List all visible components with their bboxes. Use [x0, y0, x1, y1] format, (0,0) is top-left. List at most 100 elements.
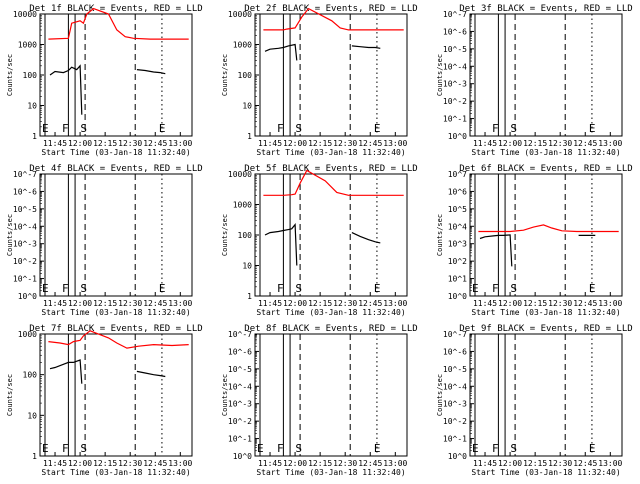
x-tick-label: 12:00 — [68, 459, 92, 468]
y-tick-label: 10^0 — [448, 132, 467, 141]
x-tick-label: 13:00 — [598, 459, 622, 468]
series-events-line — [49, 64, 83, 115]
x-tick-label: 12:00 — [283, 139, 307, 148]
series-lld-line — [48, 330, 189, 349]
plot-frame — [254, 173, 408, 297]
y-tick-label: 10000 — [228, 170, 252, 179]
marker-letter-e: E — [42, 282, 49, 295]
chart-title: Det 9f BLACK = Events, RED = LLD — [459, 324, 632, 334]
y-tick-label: 10^-3 — [443, 80, 467, 89]
series-events-line — [351, 232, 381, 244]
chart-panel-8: Det 8f BLACK = Events, RED = LLD 10^0 10^-… — [221, 324, 418, 477]
x-tick-label: 12:15 — [93, 299, 117, 308]
y-tick-label: 10^-3 — [13, 240, 37, 249]
y-tick-label: 10^0 — [18, 292, 37, 301]
y-tick-label: 10^3 — [448, 240, 467, 249]
plot-frame — [254, 13, 408, 137]
chart-panel-1: Det 1f BLACK = Events, RED = LLD 1 10 100 10… — [6, 4, 203, 157]
y-tick-label: 10^-6 — [443, 347, 467, 356]
chart-title: Det 5f BLACK = Events, RED = LLD — [244, 164, 417, 174]
y-axis-label: Counts/sec — [6, 374, 14, 416]
y-tick-label: 10^-2 — [228, 417, 252, 426]
y-tick-label: 100 — [238, 71, 253, 80]
x-tick-label: 11:45 — [258, 459, 282, 468]
y-tick-label: 10^-5 — [13, 205, 37, 214]
y-axis-label: Counts/sec — [6, 214, 14, 256]
x-tick-label: 12:00 — [498, 299, 522, 308]
y-tick-label: 10^1 — [448, 275, 467, 284]
marker-letter-f: F — [277, 122, 284, 135]
marker-letter-e: E — [374, 122, 381, 135]
series-events-line — [49, 359, 83, 384]
x-tick-label: 12:00 — [68, 299, 92, 308]
y-tick-label: 10^0 — [448, 292, 467, 301]
chart-panel-7: Det 7f BLACK = Events, RED = LLD 1 10 100 10… — [6, 324, 203, 477]
x-tick-label: 13:00 — [383, 139, 407, 148]
marker-letter-f: F — [277, 442, 284, 455]
y-tick-label: 10^-5 — [443, 365, 467, 374]
marker-letter-e: E — [257, 442, 264, 455]
y-tick-label: 1 — [32, 452, 37, 461]
plot-frame — [469, 333, 623, 457]
x-tick-label: 13:00 — [383, 299, 407, 308]
x-tick-label: 13:00 — [383, 459, 407, 468]
x-tick-label: 13:00 — [168, 299, 192, 308]
marker-letter-f: F — [62, 282, 69, 295]
x-tick-label: 11:45 — [43, 139, 67, 148]
y-tick-label: 100 — [238, 231, 253, 240]
marker-letter-e: E — [589, 442, 596, 455]
series-lld-line — [263, 169, 404, 196]
x-tick-label: 12:45 — [573, 139, 597, 148]
x-tick-label: 12:15 — [308, 139, 332, 148]
y-tick-label: 10^-4 — [13, 222, 37, 231]
y-tick-label: 10^0 — [448, 452, 467, 461]
x-tick-label: 12:45 — [358, 459, 382, 468]
y-axis-label: Counts/sec — [436, 214, 444, 256]
marker-letter-e: E — [374, 282, 381, 295]
series-events-line — [136, 370, 166, 378]
plot-frame — [254, 333, 408, 457]
y-tick-label: 10^-6 — [228, 347, 252, 356]
x-tick-label: 12:15 — [308, 459, 332, 468]
x-tick-label: 11:45 — [43, 299, 67, 308]
y-tick-label: 10 — [242, 262, 252, 271]
x-tick-label: 12:15 — [93, 139, 117, 148]
x-tick-label: 12:00 — [498, 459, 522, 468]
x-axis-label: Start Time (03-Jan-18 11:32:40) — [471, 148, 620, 157]
marker-letter-s: S — [80, 442, 87, 455]
chart-title: Det 1f BLACK = Events, RED = LLD — [29, 4, 202, 14]
x-tick-label: 12:00 — [498, 139, 522, 148]
x-tick-label: 11:45 — [258, 139, 282, 148]
y-tick-label: 10^-7 — [443, 10, 467, 19]
marker-letter-e: E — [589, 122, 596, 135]
series-lld-line — [48, 7, 189, 40]
chart-panel-6: Det 6f BLACK = Events, RED = LLD 10^0 10^1… — [436, 164, 633, 317]
series-lld-line — [478, 224, 619, 233]
marker-letter-f: F — [492, 122, 499, 135]
y-tick-label: 10^-1 — [228, 435, 252, 444]
y-tick-label: 1000 — [18, 41, 37, 50]
series-events-line — [264, 43, 298, 61]
marker-letter-e: E — [472, 282, 479, 295]
marker-letter-s: S — [510, 122, 517, 135]
y-tick-label: 10^7 — [448, 170, 467, 179]
x-tick-label: 13:00 — [598, 299, 622, 308]
x-axis-label: Start Time (03-Jan-18 11:32:40) — [256, 308, 405, 317]
x-axis-label: Start Time (03-Jan-18 11:32:40) — [471, 468, 620, 477]
x-tick-label: 13:00 — [598, 139, 622, 148]
chart-panel-3: Det 3f BLACK = Events, RED = LLD 10^0 10^-… — [436, 4, 633, 157]
y-tick-label: 10^-3 — [443, 400, 467, 409]
x-tick-label: 12:30 — [333, 139, 357, 148]
y-tick-label: 1 — [247, 132, 252, 141]
x-tick-label: 12:30 — [333, 299, 357, 308]
chart-title: Det 4f BLACK = Events, RED = LLD — [29, 164, 202, 174]
series-events-line — [351, 45, 381, 49]
y-tick-label: 1000 — [18, 330, 37, 339]
x-tick-label: 11:45 — [258, 299, 282, 308]
y-tick-label: 1 — [32, 132, 37, 141]
marker-letter-e: E — [472, 442, 479, 455]
series-events-line — [136, 69, 166, 75]
chart-panel-9: Det 9f BLACK = Events, RED = LLD 10^0 10^-… — [436, 324, 633, 477]
y-tick-label: 10^6 — [448, 187, 467, 196]
